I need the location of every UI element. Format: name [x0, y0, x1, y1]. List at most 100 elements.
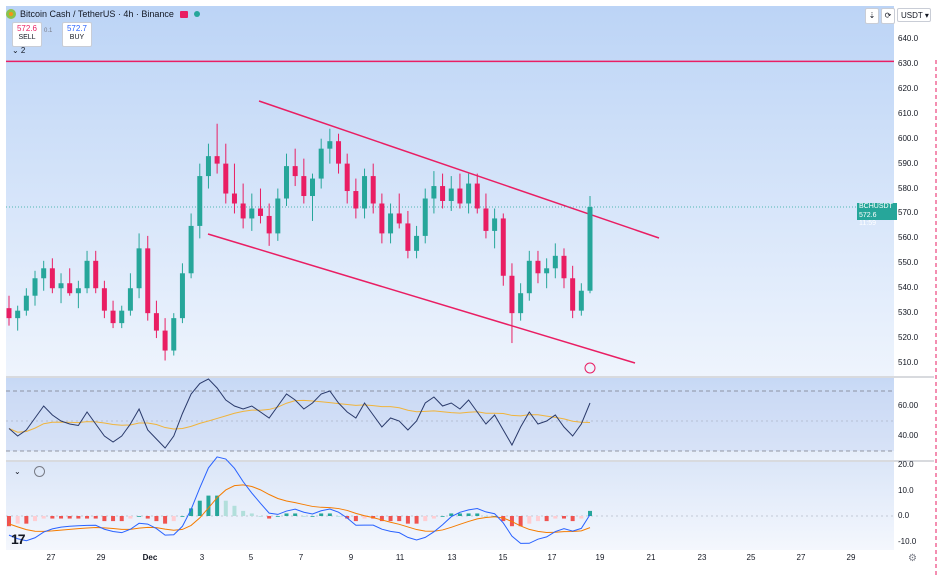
macd-histogram-bar	[284, 513, 289, 516]
candle-body	[310, 178, 316, 197]
legend-toggle[interactable]: ⌄ 2	[12, 46, 26, 55]
macd-histogram-bar	[41, 516, 46, 519]
macd-histogram-bar	[171, 516, 176, 522]
time-tick-label: Dec	[142, 553, 158, 562]
macd-histogram-bar	[85, 516, 90, 519]
price-tag-symbol: BCHUSDT	[859, 203, 893, 210]
bitcoin-cash-icon	[6, 9, 16, 19]
macd-histogram-bar	[345, 516, 350, 519]
macd-histogram-bar	[319, 513, 324, 516]
price-tick-label: 600.0	[898, 133, 919, 143]
macd-tick-label: -10.0	[898, 536, 917, 546]
macd-histogram-bar	[501, 516, 506, 522]
macd-histogram-bar	[397, 516, 402, 522]
candle-body	[327, 141, 333, 149]
settings-icon[interactable]	[34, 466, 45, 477]
candle-body	[440, 186, 446, 201]
candle-body	[587, 206, 593, 291]
candle-body	[119, 310, 125, 324]
price-tick-label: 530.0	[898, 308, 919, 318]
macd-histogram-bar	[163, 516, 168, 524]
candle-body	[188, 225, 194, 274]
candle-body	[93, 260, 99, 289]
price-tick-label: 510.0	[898, 358, 919, 367]
macd-tick-label: 0.0	[898, 511, 910, 520]
price-tag-price: 572.6	[859, 211, 877, 219]
time-tick-label: 25	[746, 553, 756, 562]
macd-histogram-bar	[431, 516, 436, 519]
candle-body	[422, 198, 428, 236]
refresh-icon[interactable]: ⟳	[881, 8, 895, 24]
macd-histogram-bar	[544, 516, 549, 522]
macd-histogram-bar	[588, 510, 592, 516]
candle-body	[249, 208, 255, 219]
macd-histogram-bar	[119, 516, 124, 522]
macd-histogram-bar	[561, 516, 566, 519]
candle-body	[370, 176, 376, 204]
macd-tick-label: 20.0	[898, 460, 914, 469]
macd-histogram-bar	[275, 516, 280, 517]
download-icon[interactable]: ⇣	[865, 8, 879, 24]
candle-body	[275, 198, 281, 234]
candle-body	[75, 288, 81, 294]
candle-body	[6, 308, 12, 319]
candle-body	[483, 208, 489, 231]
sell-button[interactable]: 572.6 SELL	[12, 22, 42, 47]
macd-histogram-bar	[405, 516, 410, 524]
macd-histogram-bar	[527, 516, 532, 524]
time-tick-label: 13	[447, 553, 457, 562]
candle-body	[344, 163, 350, 192]
macd-histogram-bar	[102, 516, 107, 522]
candle-body	[492, 218, 498, 231]
price-tick-label: 610.0	[898, 108, 919, 118]
macd-histogram-bar	[59, 516, 64, 519]
macd-histogram-bar	[197, 500, 202, 516]
macd-histogram-bar	[137, 516, 142, 517]
price-tick-label: 520.0	[898, 333, 919, 343]
candle-body	[23, 295, 29, 311]
price-tick-label: 620.0	[898, 83, 919, 93]
macd-histogram-bar	[579, 516, 584, 519]
macd-histogram-bar	[93, 516, 98, 519]
candle-body	[552, 255, 558, 269]
macd-histogram-bar	[475, 513, 480, 516]
currency-select[interactable]: USDT ▾	[897, 8, 931, 22]
candle-body	[127, 288, 133, 311]
macd-histogram-bar	[362, 516, 367, 519]
candle-body	[162, 330, 168, 351]
candle-body	[223, 163, 229, 194]
macd-histogram-bar	[483, 516, 488, 517]
buy-price: 572.7	[66, 24, 88, 33]
price-tick-label: 590.0	[898, 158, 919, 168]
macd-tick-label: 10.0	[898, 485, 914, 495]
candle-body	[431, 186, 437, 199]
sell-label: SELL	[18, 34, 36, 41]
price-tick-label: 560.0	[898, 233, 919, 243]
candle-body	[509, 275, 515, 314]
time-tick-label: 29	[96, 553, 106, 562]
macd-histogram-bar	[76, 516, 81, 519]
macd-histogram-bar	[267, 516, 272, 519]
candle-body	[353, 191, 359, 209]
spread-value: 0.1	[44, 28, 53, 34]
macd-histogram-bar	[423, 516, 428, 522]
macd-histogram-bar	[24, 516, 29, 524]
candle-body	[318, 148, 324, 179]
macd-histogram-bar	[189, 508, 194, 516]
gear-icon[interactable]: ⚙	[908, 553, 917, 564]
macd-histogram-bar	[327, 513, 332, 516]
candle-body	[240, 203, 246, 219]
candle-body	[179, 273, 185, 319]
candle-body	[84, 260, 90, 289]
buy-button[interactable]: 572.7 BUY	[62, 22, 92, 47]
candle-body	[197, 176, 203, 226]
symbol-title[interactable]: Bitcoin Cash / TetherUS · 4h · Binance	[20, 9, 174, 19]
price-axis-bg	[894, 6, 934, 376]
flag-icon[interactable]	[179, 10, 188, 18]
candle-body	[67, 283, 73, 294]
chevron-down-icon[interactable]: ⌄	[14, 467, 21, 476]
candle-body	[561, 255, 567, 279]
candle-body	[362, 176, 368, 209]
